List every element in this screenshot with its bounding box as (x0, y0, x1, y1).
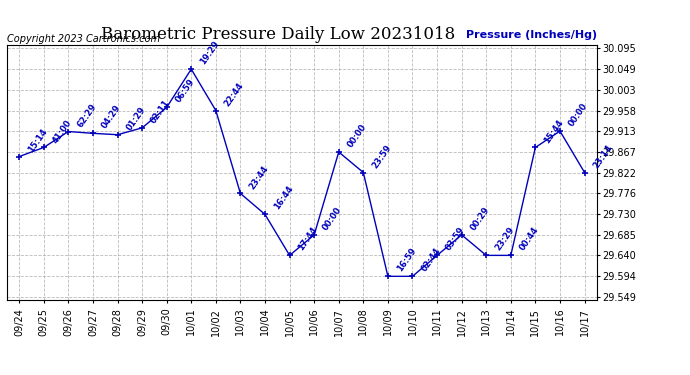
Text: Pressure (Inches/Hg): Pressure (Inches/Hg) (466, 30, 597, 40)
Text: 03:59: 03:59 (444, 226, 466, 253)
Text: 01:29: 01:29 (124, 105, 147, 132)
Text: 16:44: 16:44 (272, 184, 295, 211)
Text: 23:59: 23:59 (371, 143, 393, 170)
Text: 00:44: 00:44 (518, 226, 540, 253)
Text: 41:00: 41:00 (51, 118, 73, 145)
Text: 16:59: 16:59 (395, 246, 417, 273)
Text: 00:00: 00:00 (567, 102, 589, 128)
Title: Barometric Pressure Daily Low 20231018: Barometric Pressure Daily Low 20231018 (101, 27, 455, 44)
Text: 04:29: 04:29 (100, 104, 123, 130)
Text: 15:44: 15:44 (542, 117, 565, 145)
Text: 06:59: 06:59 (174, 78, 196, 105)
Text: 62:29: 62:29 (75, 102, 98, 129)
Text: Copyright 2023 Cartronics.com: Copyright 2023 Cartronics.com (7, 34, 160, 44)
Text: 19:29: 19:29 (198, 39, 221, 66)
Text: 15:14: 15:14 (26, 127, 49, 154)
Text: 00:00: 00:00 (346, 123, 368, 149)
Text: 02:44: 02:44 (420, 246, 442, 273)
Text: 23:14: 23:14 (591, 142, 614, 170)
Text: 00:29: 00:29 (469, 205, 491, 232)
Text: 17:44: 17:44 (297, 225, 319, 253)
Text: 22:44: 22:44 (223, 81, 246, 108)
Text: 02:11: 02:11 (149, 98, 172, 125)
Text: 23:44: 23:44 (248, 164, 270, 190)
Text: 23:29: 23:29 (493, 226, 516, 253)
Text: 00:00: 00:00 (321, 206, 344, 232)
